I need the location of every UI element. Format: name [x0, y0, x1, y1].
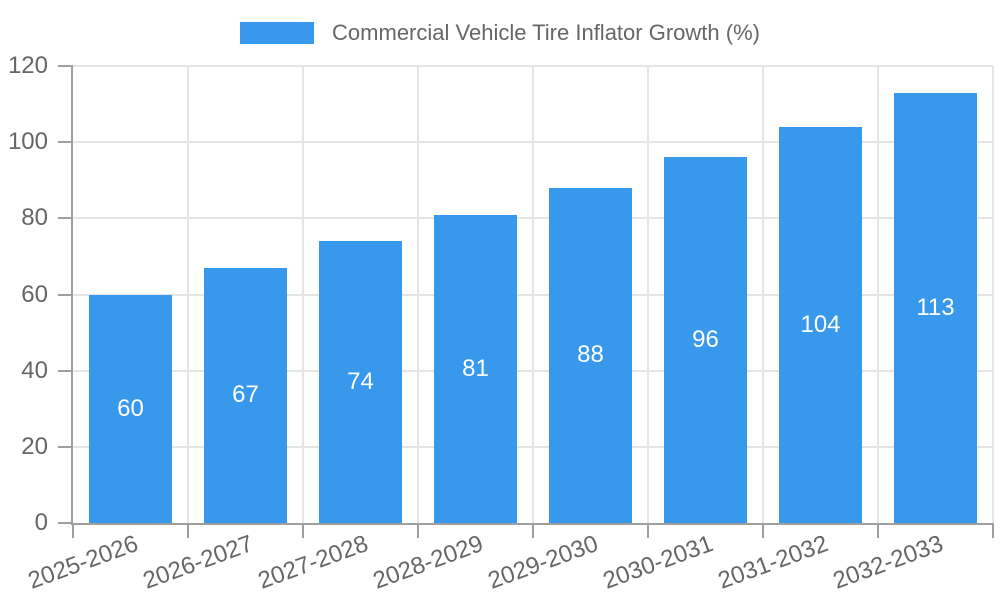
bar[interactable]	[779, 126, 862, 523]
y-tick-mark	[58, 293, 73, 296]
bar-value-label: 81	[462, 354, 489, 382]
chart-legend[interactable]: Commercial Vehicle Tire Inflator Growth …	[0, 20, 1000, 46]
x-tick-mark	[187, 523, 189, 538]
x-tick-mark	[72, 523, 74, 538]
bar[interactable]	[894, 92, 977, 523]
bar-value-label: 96	[692, 326, 719, 354]
y-tick-mark	[58, 369, 73, 372]
bar[interactable]	[664, 157, 747, 523]
x-tick-mark	[647, 523, 649, 538]
x-tick-label: 2027-2028	[254, 530, 372, 595]
x-gridline	[302, 66, 304, 523]
y-tick-mark	[58, 65, 73, 67]
y-tick-mark	[58, 141, 73, 144]
y-tick-label: 120	[7, 52, 48, 79]
bar[interactable]	[549, 187, 632, 523]
x-tick-label: 2030-2031	[599, 530, 717, 595]
bar[interactable]	[319, 241, 402, 523]
x-gridline	[532, 66, 534, 523]
y-tick-label: 40	[21, 356, 48, 384]
bar[interactable]	[204, 267, 287, 523]
x-gridline	[187, 66, 189, 523]
x-tick-mark	[877, 523, 879, 538]
x-tick-mark	[302, 523, 304, 538]
x-tick-mark	[992, 523, 994, 538]
x-tick-label: 2026-2027	[139, 530, 257, 595]
legend-swatch-icon	[240, 22, 315, 44]
y-tick-mark	[58, 217, 73, 220]
x-tick-label: 2032-2033	[829, 530, 947, 595]
x-tick-mark	[532, 523, 534, 538]
y-tick-label: 100	[7, 128, 48, 156]
x-tick-label: 2028-2029	[369, 530, 487, 595]
x-gridline	[417, 66, 419, 523]
y-tick-label: 80	[21, 204, 48, 232]
legend-label: Commercial Vehicle Tire Inflator Growth …	[332, 20, 760, 45]
x-tick-mark	[762, 523, 764, 538]
y-tick-label: 0	[34, 509, 48, 536]
x-gridline	[647, 66, 649, 523]
x-gridline	[877, 66, 879, 523]
bar-value-label: 113	[916, 293, 955, 321]
bar[interactable]	[89, 294, 172, 523]
bar-value-label: 74	[347, 368, 374, 396]
x-gridline	[992, 66, 994, 523]
bar[interactable]	[434, 214, 517, 523]
y-tick-mark	[58, 522, 73, 524]
y-tick-label: 60	[21, 280, 48, 308]
y-tick-label: 20	[21, 432, 48, 460]
x-gridline	[762, 66, 764, 523]
bar-value-label: 88	[577, 341, 604, 369]
y-tick-mark	[58, 445, 73, 448]
x-tick-label: 2031-2032	[714, 530, 832, 595]
x-tick-label: 2029-2030	[484, 530, 602, 595]
x-axis-line	[71, 523, 993, 525]
bar-value-label: 104	[800, 310, 841, 338]
bar-value-label: 67	[232, 381, 259, 409]
bar-value-label: 60	[117, 394, 144, 422]
x-tick-mark	[417, 523, 419, 538]
x-tick-label: 2025-2026	[24, 530, 142, 595]
y-axis-line	[71, 66, 73, 525]
